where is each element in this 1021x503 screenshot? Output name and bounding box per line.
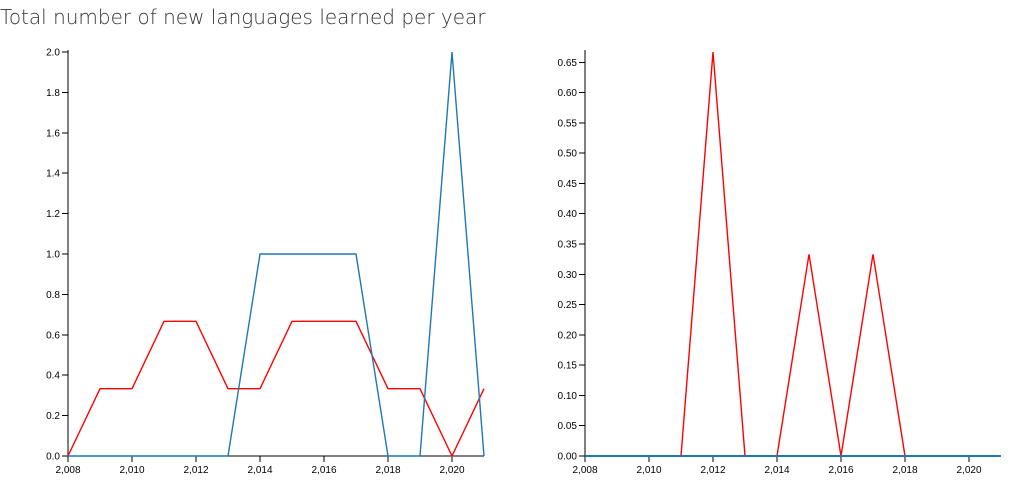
left-x-tick-label: 2,014: [247, 465, 272, 476]
left-y-tick-label: 1.4: [46, 169, 60, 180]
right-y-tick-label: 0.35: [558, 240, 578, 251]
left-x-tick-label: 2,016: [311, 465, 336, 476]
right-y-tick-label: 0.40: [558, 209, 578, 220]
left-y-tick-label: 1.8: [46, 88, 60, 99]
right-y-tick-label: 0.05: [558, 421, 578, 432]
right-y-tick-label: 0.50: [558, 149, 578, 160]
right-y-tick-label: 0.10: [558, 391, 578, 402]
left-y-tick-label: 0.6: [46, 330, 60, 341]
left-x-tick-label: 2,018: [375, 465, 400, 476]
left-x-tick-label: 2,008: [55, 465, 80, 476]
left-series-line-blue: [68, 51, 485, 457]
right-x-tick-label: 2,020: [956, 465, 981, 476]
right-x-tick-label: 2,010: [636, 465, 661, 476]
right-x-tick-label: 2,008: [572, 465, 597, 476]
right-y-tick-label: 0.45: [558, 179, 578, 190]
right-y-tick-label: 0.15: [558, 361, 578, 372]
left-y-tick-label: 1.0: [46, 250, 60, 261]
right-series-line-red: [585, 51, 1001, 457]
right-y-tick-label: 0.30: [558, 270, 578, 281]
right-x-tick-label: 2,016: [828, 465, 853, 476]
right-y-tick-label: 0.25: [558, 300, 578, 311]
right-y-tick-label: 0.55: [558, 118, 578, 129]
left-series-line-red: [67, 320, 485, 458]
left-y-tick-label: 0.0: [46, 452, 60, 463]
right-y-tick-label: 0.00: [558, 452, 578, 463]
left-y-tick-label: 0.8: [46, 290, 60, 301]
left-x-tick-label: 2,012: [183, 465, 208, 476]
left-y-tick-label: 0.2: [46, 411, 60, 422]
right-y-tick-label: 0.20: [558, 330, 578, 341]
right-y-tick-label: 0.65: [558, 58, 578, 69]
left-y-tick-label: 2.0: [46, 48, 60, 59]
chart-left: 0.0 0.2 0.4 0.6 0.8 1.0 1.2 1.4 1.6 1.8 2.0 2,008 2,…: [46, 48, 485, 476]
left-y-tick-label: 1.6: [46, 128, 60, 139]
right-y-tick-label: 0.60: [558, 88, 578, 99]
right-x-tick-label: 2,014: [764, 465, 789, 476]
page-title: Total number of new languages learned pe…: [0, 5, 486, 29]
right-x-tick-label: 2,018: [892, 465, 917, 476]
left-y-tick-label: 1.2: [46, 209, 60, 220]
left-y-tick-label: 0.4: [46, 371, 60, 382]
left-x-tick-label: 2,020: [439, 465, 464, 476]
left-x-tick-label: 2,010: [119, 465, 144, 476]
right-x-tick-label: 2,012: [700, 465, 725, 476]
